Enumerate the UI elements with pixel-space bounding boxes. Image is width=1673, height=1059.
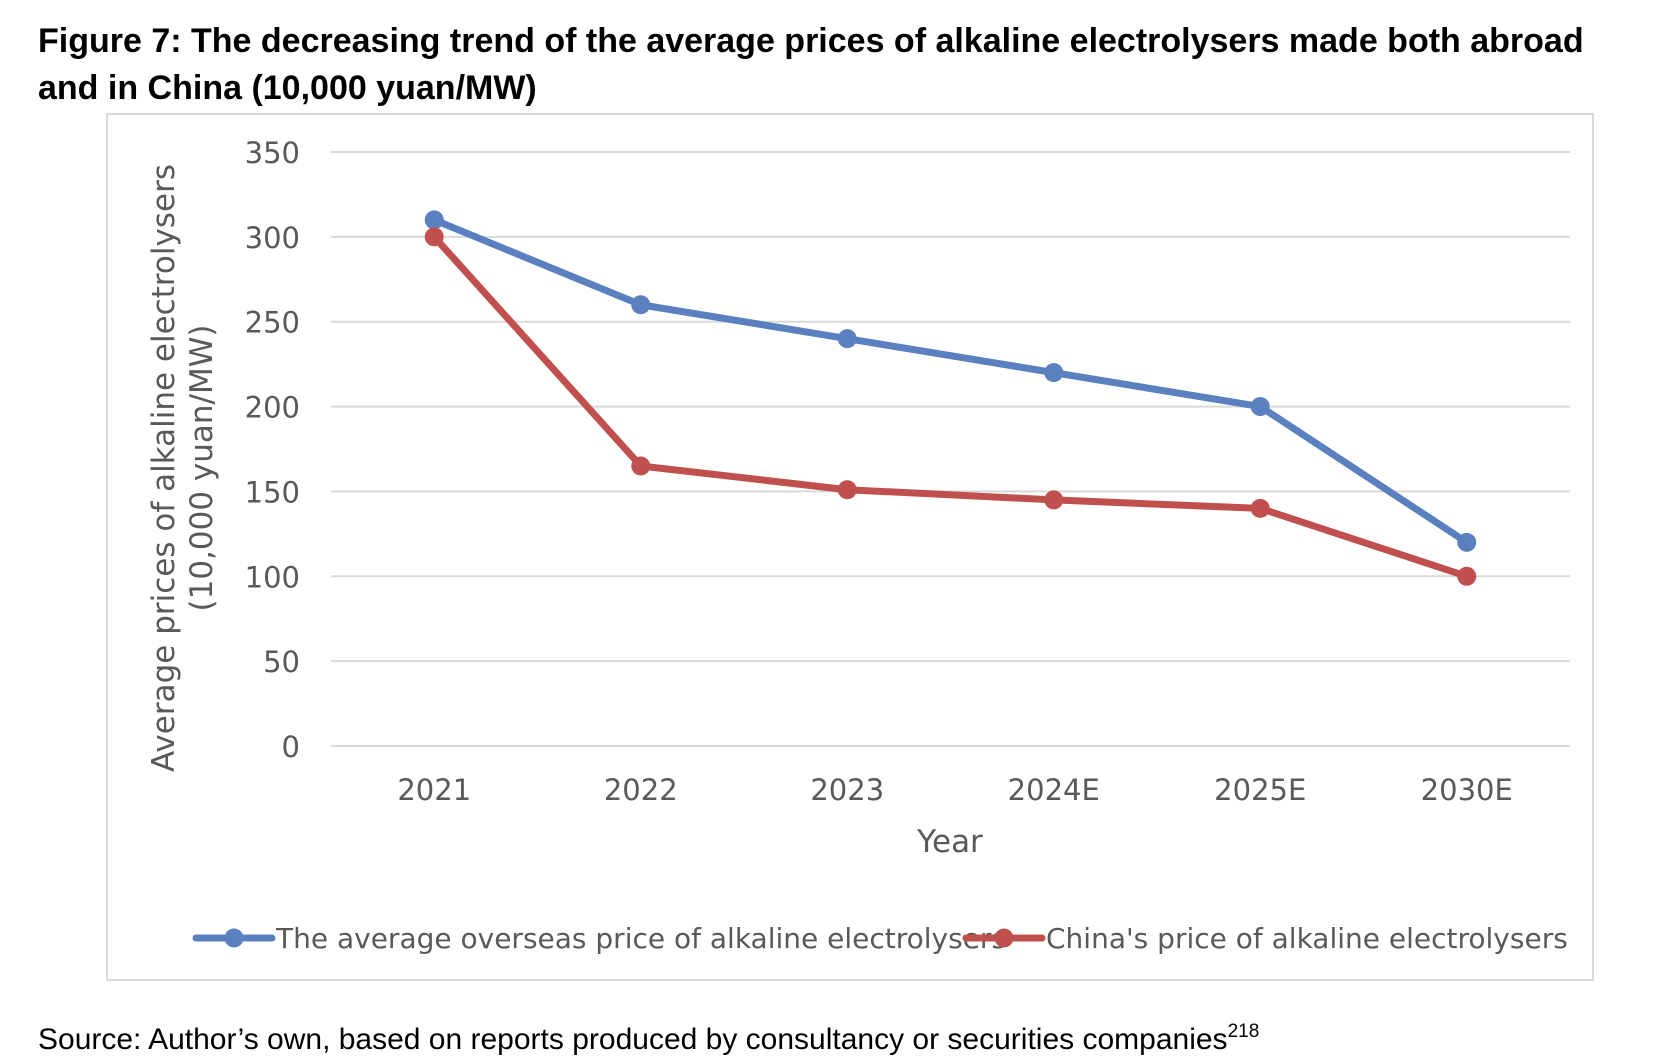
series-line [430,233,1471,580]
data-point [837,329,857,349]
x-tick-label: 2021 [397,773,471,807]
data-point [1250,498,1270,518]
legend-label: The average overseas price of alkaline e… [275,922,1006,955]
data-series [424,210,1477,586]
x-tick-label: 2023 [810,773,884,807]
data-point [631,456,651,476]
x-tick-label: 2024E [1008,773,1100,807]
y-tick-label: 350 [245,136,300,170]
y-axis-title-line-2: (10,000 yuan/MW) [184,325,220,612]
source-note: Source: Author’s own, based on reports p… [38,1014,1259,1058]
x-tick-label: 2025E [1214,773,1306,807]
data-point [1044,490,1064,510]
x-tick-label: 2022 [604,773,678,807]
figure-title: Figure 7: The decreasing trend of the av… [38,22,1584,107]
data-point [1457,566,1477,586]
data-point [424,227,444,247]
data-point [1044,363,1064,383]
y-tick-label: 300 [245,221,300,255]
series-2 [424,227,1477,586]
legend-label: China's price of alkaline electrolysers [1046,922,1568,955]
data-point [837,480,857,500]
y-tick-label: 0 [282,730,300,764]
legend: The average overseas price of alkaline e… [192,922,1568,955]
x-tick-label: 2030E [1421,773,1513,807]
y-tick-label: 200 [245,391,300,425]
legend-item: China's price of alkaline electrolysers [962,922,1568,955]
series-line [430,216,1471,546]
y-tick-label: 250 [245,306,300,340]
data-point [631,295,651,315]
data-point [1250,397,1270,417]
gridlines [331,151,1570,747]
y-tick-label: 50 [263,645,300,679]
footnote-marker: 218 [1227,1021,1260,1042]
legend-item: The average overseas price of alkaline e… [192,922,1006,955]
data-point [424,210,444,230]
y-tick-label: 150 [245,475,300,509]
legend-swatch-marker [224,928,244,948]
data-point [1457,532,1477,552]
legend-swatch-marker [994,928,1014,948]
y-tick-labels: 0 50 100 150 200 250 300 350 [245,136,300,764]
y-axis-title: Average prices of alkaline electrolysers… [146,164,220,772]
x-tick-labels: 2021 2022 2023 2024E 2025E 2030E [397,773,1512,807]
source-text: Source: Author’s own, based on reports p… [38,1023,1228,1056]
x-axis-title: Year [916,824,983,860]
y-tick-label: 100 [245,560,300,594]
chart-frame [106,113,1594,981]
series-1 [424,210,1477,552]
y-axis-title-line-1: Average prices of alkaline electrolysers [146,164,182,772]
